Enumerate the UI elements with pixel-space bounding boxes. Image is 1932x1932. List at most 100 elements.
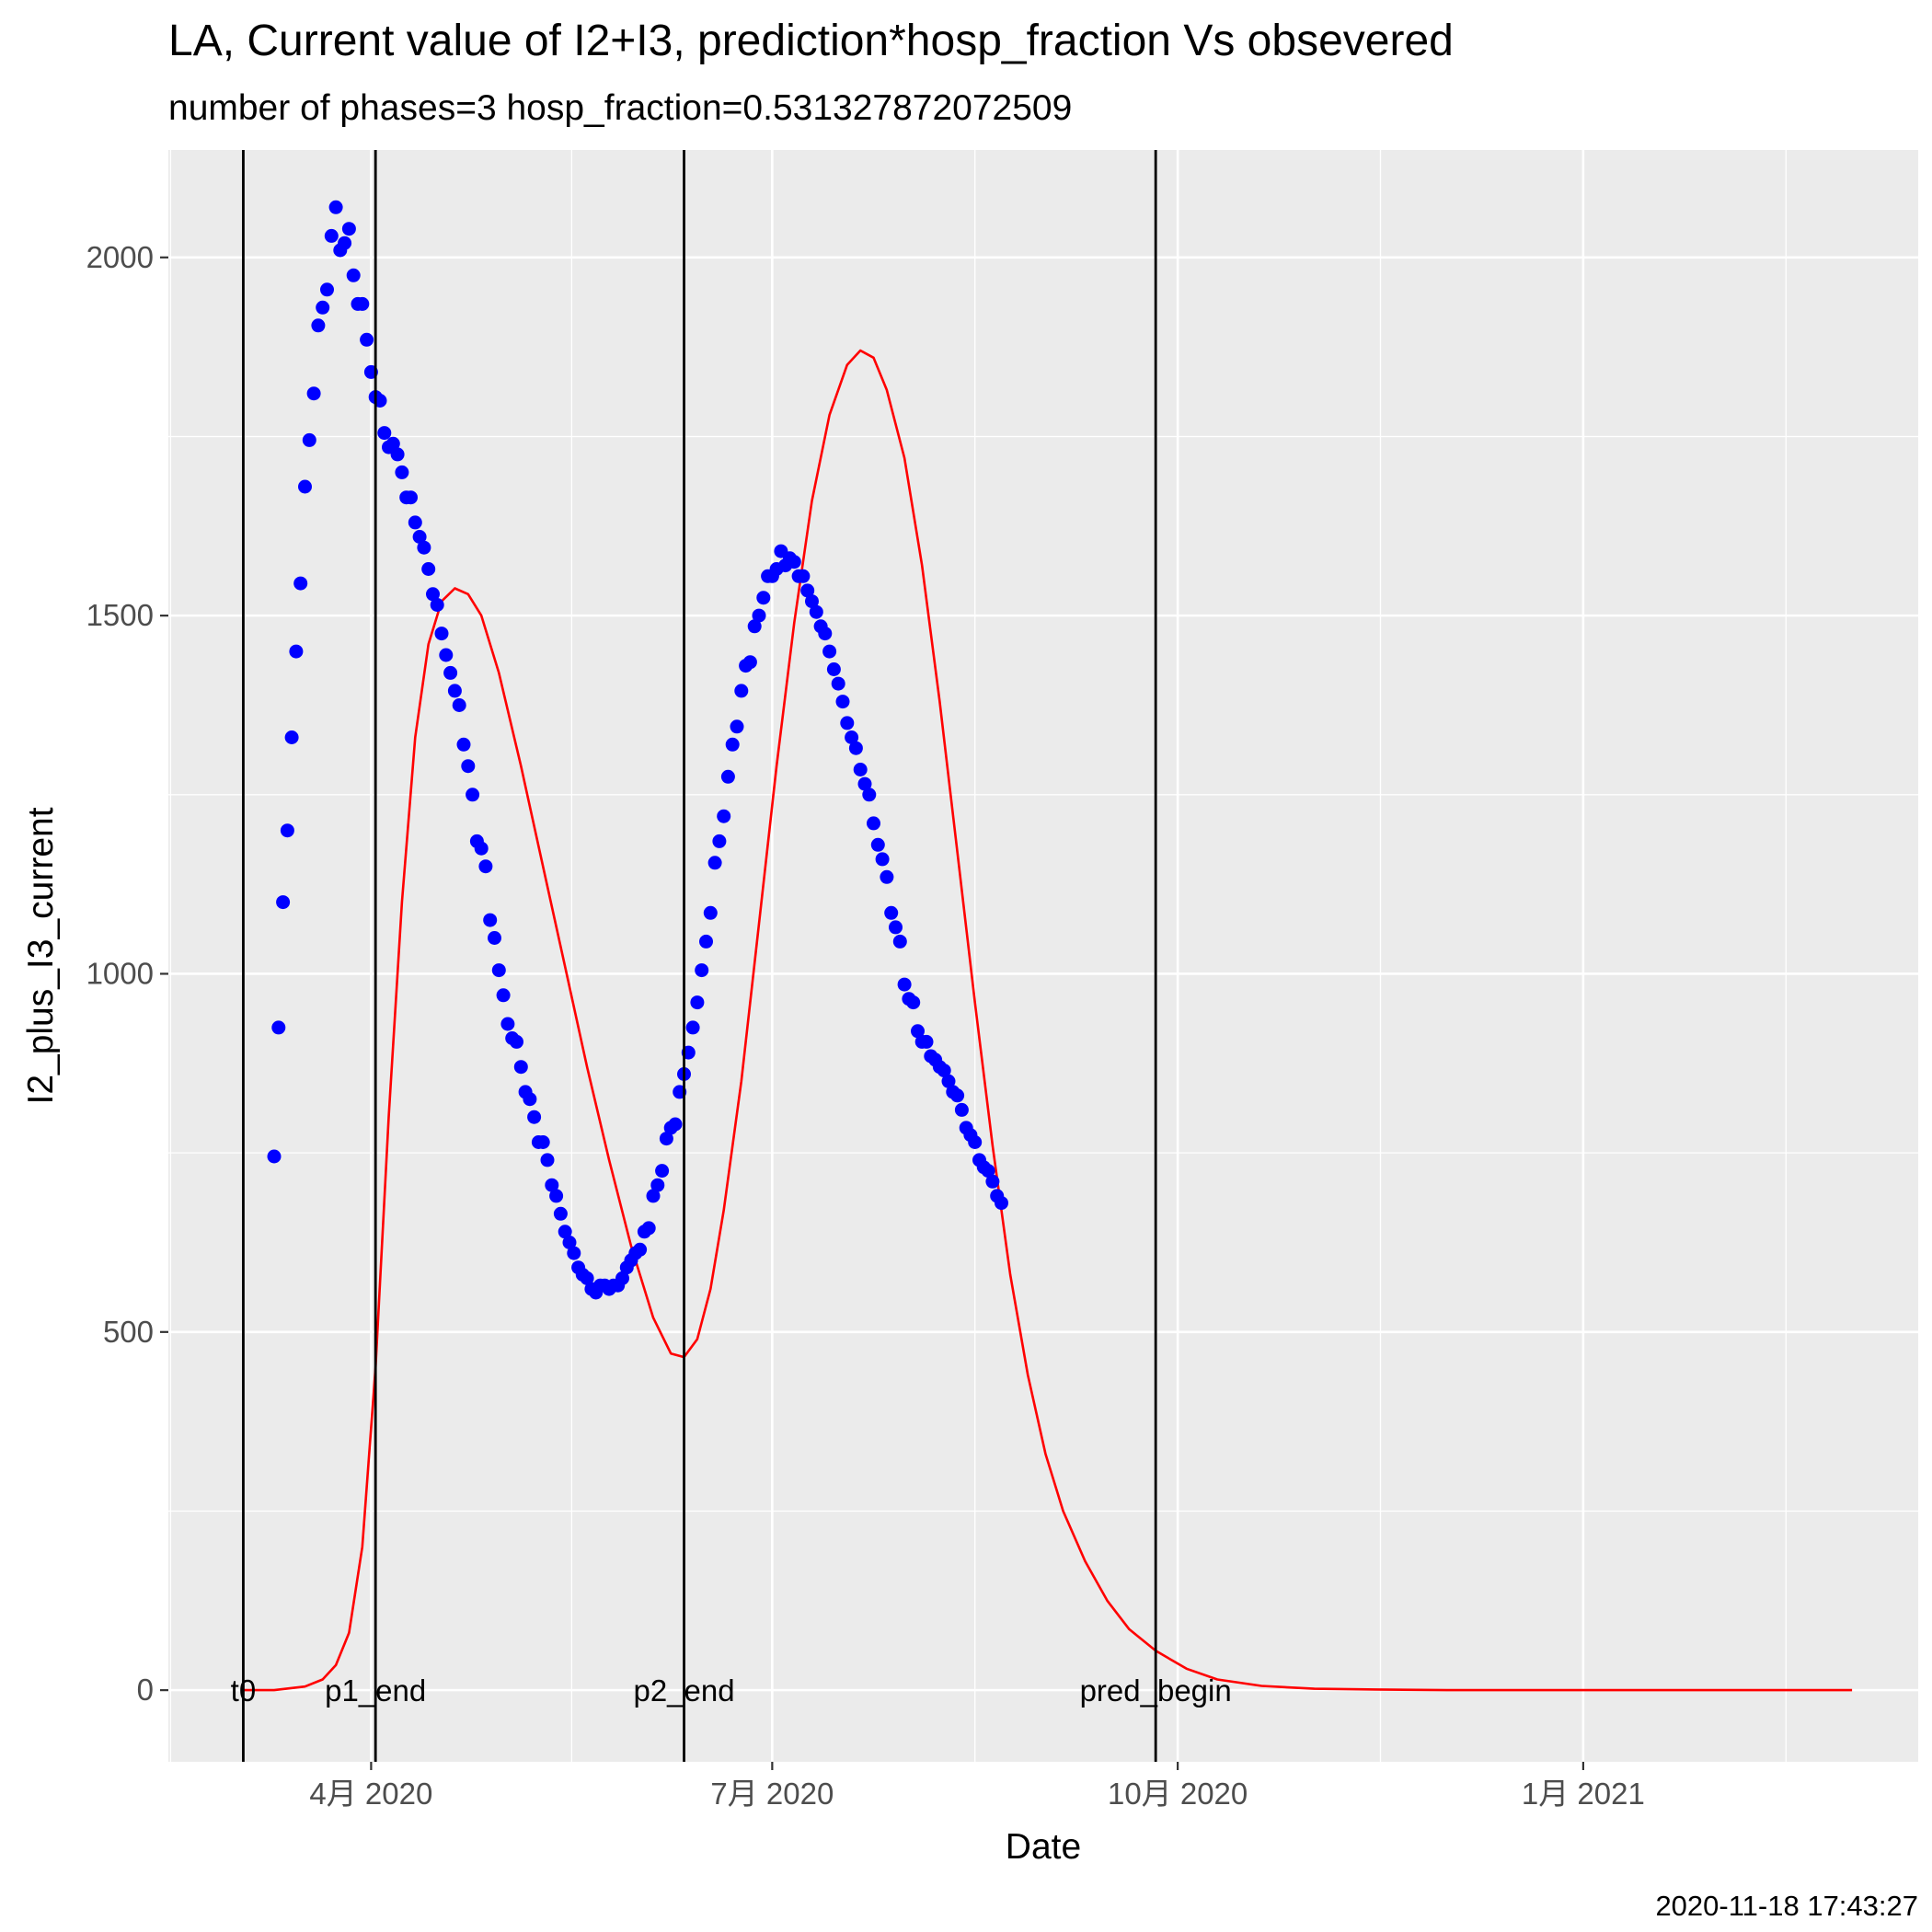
observed-point	[659, 1132, 673, 1146]
observed-point	[293, 576, 308, 591]
observed-point	[580, 1271, 594, 1285]
x-axis-label: Date	[1006, 1827, 1081, 1867]
observed-point	[341, 222, 356, 236]
observed-point	[280, 823, 294, 838]
grid-minor	[168, 150, 1918, 1762]
observed-point	[725, 737, 740, 752]
observed-point	[478, 859, 493, 874]
observed-point	[421, 562, 436, 576]
observed-point	[311, 318, 326, 333]
phase-lines: t0 p1_end p2_end pred_begin	[231, 150, 1232, 1762]
observed-point	[540, 1153, 555, 1167]
observed-point	[968, 1135, 983, 1149]
observed-point	[346, 268, 361, 282]
observed-point	[443, 665, 458, 680]
observed-point	[328, 200, 343, 214]
observed-point	[456, 737, 471, 752]
x-tick-label: 4月 2020	[309, 1777, 432, 1811]
y-axis: 0 500 1000 1500 2000	[86, 240, 168, 1707]
observed-point	[466, 788, 480, 802]
observed-point	[650, 1178, 665, 1192]
observed-point	[787, 555, 801, 569]
observed-point	[845, 730, 859, 744]
observed-point	[430, 598, 444, 612]
observed-point	[818, 627, 833, 641]
chart-subtitle: number of phases=3 hosp_fraction=0.53132…	[168, 88, 1072, 128]
observed-point	[320, 282, 334, 297]
observed-point	[360, 332, 374, 347]
observed-point	[408, 515, 422, 530]
observed-point	[712, 834, 727, 848]
observed-point	[452, 698, 466, 712]
observed-point	[857, 776, 872, 791]
observed-point	[690, 995, 705, 1010]
x-tick-label: 10月 2020	[1108, 1777, 1248, 1811]
observed-point	[889, 920, 903, 935]
observed-point	[267, 1149, 282, 1164]
observed-point	[404, 490, 418, 505]
observed-point	[950, 1088, 965, 1103]
observed-point	[954, 1102, 969, 1117]
observed-point	[377, 426, 392, 441]
observed-point	[685, 1020, 700, 1035]
observed-point	[523, 1092, 537, 1107]
observed-point	[695, 963, 709, 978]
observed-point	[911, 1024, 925, 1039]
observed-point	[527, 1110, 542, 1124]
observed-point	[633, 1242, 648, 1257]
y-tick-label: 0	[137, 1673, 154, 1707]
phase-label: pred_begin	[1080, 1673, 1232, 1708]
observed-point	[717, 809, 731, 823]
phase-label: p2_end	[633, 1673, 734, 1708]
observed-point	[884, 905, 899, 920]
observed-point	[535, 1135, 550, 1149]
observed-point	[289, 644, 304, 659]
y-tick-label: 2000	[86, 240, 154, 274]
prediction-line	[243, 349, 1853, 1692]
observed-point	[862, 788, 877, 802]
observed-point	[338, 236, 352, 250]
observed-point	[742, 655, 757, 670]
observed-point	[426, 587, 440, 602]
observed-point	[390, 447, 405, 462]
observed-point	[756, 591, 771, 605]
observed-point	[734, 684, 749, 698]
observed-point	[641, 1221, 656, 1236]
observed-point	[937, 1064, 951, 1078]
observed-point	[822, 644, 837, 659]
observed-point	[302, 432, 316, 447]
observed-point	[395, 465, 409, 479]
observed-point	[853, 763, 868, 776]
phase-label: t0	[231, 1673, 257, 1708]
observed-point	[906, 995, 921, 1010]
observed-point	[826, 662, 841, 676]
observed-point	[941, 1074, 956, 1088]
observed-point	[875, 852, 890, 867]
observed-point	[510, 1034, 523, 1049]
observed-point	[615, 1271, 629, 1285]
observed-point	[474, 841, 489, 856]
observed-point	[316, 300, 330, 315]
observed-point	[880, 869, 894, 884]
observed-point	[720, 769, 735, 784]
observed-point	[831, 676, 845, 691]
observed-point	[805, 594, 819, 609]
observed-point	[500, 1017, 515, 1031]
observed-point	[324, 228, 339, 243]
observed-point	[549, 1189, 564, 1203]
x-tick-label: 1月 2021	[1522, 1777, 1645, 1811]
observed-point	[284, 730, 299, 744]
phase-label: p1_end	[325, 1673, 426, 1708]
observed-point	[558, 1225, 572, 1239]
observed-point	[892, 934, 907, 949]
y-tick-label: 1500	[86, 598, 154, 632]
plot-panel	[168, 150, 1918, 1762]
observed-point	[447, 684, 462, 698]
observed-point	[796, 569, 811, 583]
observed-point	[707, 856, 722, 870]
observed-point	[562, 1236, 577, 1249]
observed-point	[271, 1020, 286, 1035]
observed-point	[483, 913, 498, 927]
observed-point	[752, 608, 766, 623]
